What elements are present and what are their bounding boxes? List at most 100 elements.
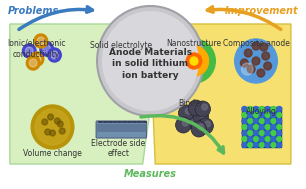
Text: Binder: Binder (179, 99, 203, 108)
Circle shape (195, 103, 201, 109)
Circle shape (183, 113, 199, 129)
Circle shape (252, 42, 260, 50)
Circle shape (247, 65, 255, 73)
Circle shape (262, 52, 270, 60)
Circle shape (271, 112, 276, 118)
Circle shape (97, 6, 204, 116)
Circle shape (182, 120, 188, 126)
Circle shape (257, 69, 265, 77)
Circle shape (198, 118, 213, 134)
Circle shape (271, 143, 276, 147)
Circle shape (185, 108, 191, 114)
Circle shape (200, 112, 206, 118)
Circle shape (277, 112, 282, 118)
Circle shape (248, 143, 253, 147)
Circle shape (186, 53, 202, 69)
Circle shape (244, 49, 252, 57)
Circle shape (190, 116, 196, 122)
Circle shape (242, 143, 247, 147)
Circle shape (265, 112, 270, 118)
Circle shape (128, 54, 132, 58)
Circle shape (45, 129, 50, 135)
Circle shape (248, 119, 253, 123)
Circle shape (105, 54, 109, 58)
Polygon shape (152, 24, 291, 164)
Circle shape (117, 57, 120, 61)
Circle shape (198, 124, 204, 130)
Circle shape (241, 59, 248, 67)
Circle shape (271, 136, 276, 142)
Circle shape (242, 106, 247, 112)
Circle shape (259, 119, 264, 123)
Circle shape (178, 105, 194, 121)
Circle shape (34, 34, 48, 48)
Circle shape (248, 130, 253, 136)
Polygon shape (10, 24, 152, 164)
Circle shape (25, 47, 33, 55)
Circle shape (254, 143, 259, 147)
Circle shape (57, 121, 63, 127)
Text: Volume change: Volume change (23, 149, 82, 158)
Circle shape (259, 136, 264, 142)
FancyBboxPatch shape (99, 52, 143, 61)
Text: Composite anode: Composite anode (222, 39, 289, 48)
Text: Anode Materials
in solid lithium
ion battery: Anode Materials in solid lithium ion bat… (109, 48, 192, 80)
Text: Problems: Problems (8, 6, 59, 16)
Circle shape (22, 44, 36, 58)
Circle shape (140, 54, 144, 58)
Text: Electrode side
effect: Electrode side effect (91, 139, 146, 158)
Circle shape (205, 121, 211, 127)
Circle shape (254, 112, 259, 118)
Circle shape (277, 143, 282, 147)
Text: Ionic/electronic
conductivity: Ionic/electronic conductivity (7, 39, 65, 59)
Circle shape (254, 119, 259, 123)
Circle shape (277, 106, 282, 112)
Circle shape (265, 125, 270, 129)
Circle shape (50, 130, 55, 136)
Circle shape (31, 105, 74, 149)
Circle shape (111, 54, 114, 58)
Circle shape (260, 43, 268, 51)
Circle shape (35, 109, 70, 145)
Circle shape (277, 136, 282, 142)
Circle shape (102, 11, 199, 111)
Circle shape (259, 106, 264, 112)
Circle shape (265, 106, 270, 112)
Circle shape (122, 57, 126, 61)
Circle shape (173, 39, 215, 83)
Circle shape (43, 45, 50, 53)
Text: Measures: Measures (124, 169, 177, 179)
FancyBboxPatch shape (99, 42, 143, 51)
Circle shape (254, 136, 259, 142)
Circle shape (191, 121, 207, 137)
Circle shape (265, 119, 270, 123)
Circle shape (248, 136, 253, 142)
Circle shape (105, 57, 109, 61)
Circle shape (48, 114, 54, 120)
Circle shape (111, 57, 114, 61)
Circle shape (252, 57, 260, 65)
Circle shape (248, 112, 253, 118)
Circle shape (122, 54, 126, 58)
Circle shape (265, 143, 270, 147)
Circle shape (48, 48, 61, 62)
Circle shape (134, 54, 138, 58)
Circle shape (241, 63, 253, 75)
Circle shape (248, 106, 253, 112)
Text: Alloying: Alloying (246, 107, 277, 116)
Circle shape (202, 104, 207, 110)
Circle shape (42, 119, 48, 125)
Circle shape (176, 117, 191, 133)
Circle shape (254, 125, 259, 129)
Circle shape (265, 130, 270, 136)
Circle shape (265, 136, 270, 142)
Circle shape (254, 130, 259, 136)
Circle shape (248, 125, 253, 129)
Circle shape (40, 42, 54, 56)
Circle shape (59, 128, 65, 134)
FancyBboxPatch shape (99, 62, 143, 71)
Circle shape (277, 125, 282, 129)
FancyBboxPatch shape (96, 124, 147, 132)
Text: Solid electrolyte: Solid electrolyte (90, 41, 152, 50)
FancyBboxPatch shape (242, 107, 281, 147)
